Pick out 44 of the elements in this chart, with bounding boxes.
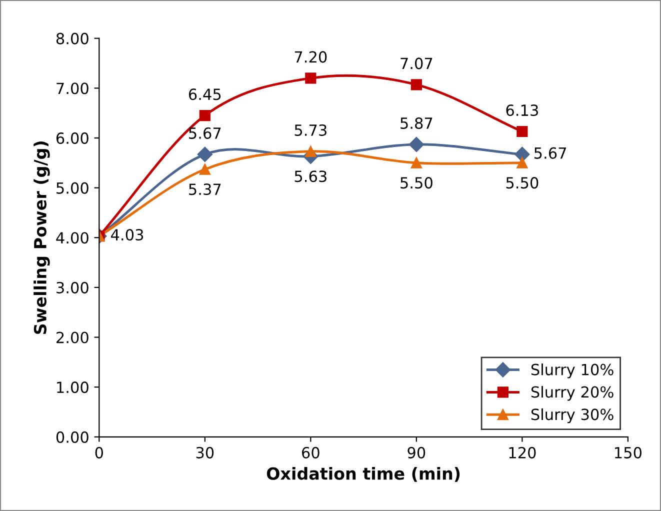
point (199, 164, 210, 175)
data-label: 5.73 (294, 124, 326, 136)
x-tick-label: 120 (509, 446, 536, 458)
y-tick-label: 3.00 (56, 282, 88, 294)
point (514, 146, 530, 162)
point (516, 126, 528, 138)
data-label: 5.67 (189, 127, 221, 139)
y-tick-label: 5.00 (56, 182, 88, 194)
data-label: 5.87 (400, 117, 432, 129)
y-tick-label: 7.00 (56, 82, 88, 94)
point (410, 79, 422, 90)
x-tick-label: 0 (95, 446, 103, 458)
data-label: 5.63 (294, 170, 326, 182)
data-label: 7.20 (294, 51, 327, 63)
x-tick-label: 150 (615, 446, 642, 458)
x-tick-label: 90 (408, 446, 426, 458)
point (197, 146, 212, 162)
y-tick-label: 2.00 (56, 332, 88, 344)
data-label: 4.03 (111, 228, 144, 241)
x-tick-label: 60 (302, 446, 320, 458)
x-axis-title: Oxidation time (min) (266, 466, 460, 482)
data-label: 5.50 (506, 177, 538, 189)
y-tick-label: 1.00 (57, 382, 88, 394)
point (516, 157, 528, 168)
y-tick-label: 6.00 (56, 132, 88, 144)
data-label: 7.07 (400, 58, 432, 70)
y-tick-label: 8.00 (56, 32, 88, 44)
point (305, 72, 316, 84)
point (199, 110, 210, 122)
data-label: 5.50 (400, 177, 432, 189)
data-label: 6.13 (506, 104, 538, 116)
data-label: 6.45 (188, 88, 221, 100)
legend-label: Slurry 20% (531, 386, 614, 401)
data-label: 5.37 (189, 184, 221, 196)
point (408, 136, 424, 152)
point (410, 157, 422, 168)
legend-label: Slurry 10% (531, 364, 614, 378)
legend-label: Slurry 30% (531, 408, 614, 424)
data-label: 5.67 (534, 147, 566, 159)
y-axis-title: Swelling Power (g/g) (34, 142, 50, 334)
y-tick-label: 0.00 (56, 431, 88, 443)
y-tick-label: 4.00 (56, 232, 88, 244)
x-tick-label: 30 (196, 446, 214, 458)
point (305, 146, 316, 157)
